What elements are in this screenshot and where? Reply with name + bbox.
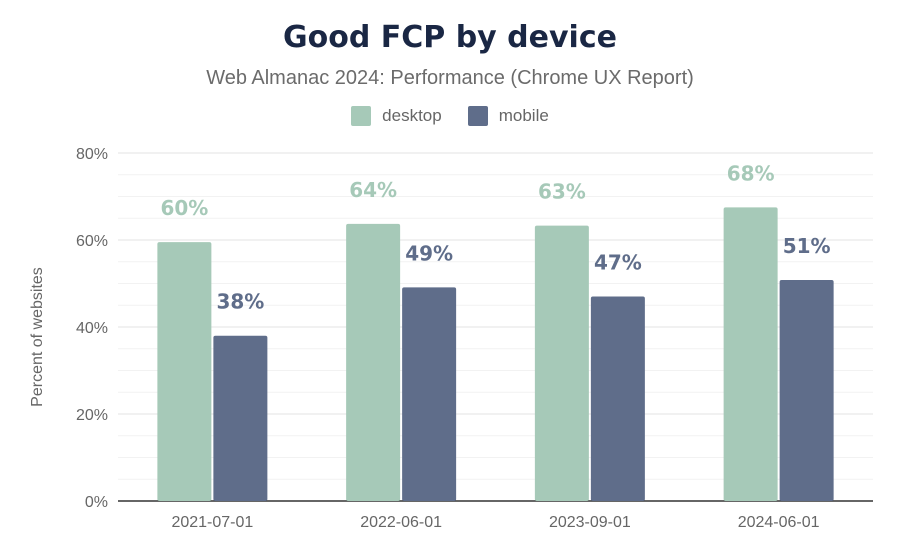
y-axis-title: Percent of websites <box>29 267 46 407</box>
bar-mobile <box>213 335 268 501</box>
data-label-mobile: 47% <box>594 251 642 275</box>
data-label-desktop: 60% <box>160 196 208 220</box>
legend-swatch-desktop <box>351 106 372 126</box>
x-tick-label: 2022-06-01 <box>360 514 442 531</box>
bar-desktop <box>346 223 401 501</box>
y-tick-label: 60% <box>76 233 108 250</box>
data-label-mobile: 51% <box>783 234 831 258</box>
y-tick-label: 80% <box>76 146 108 163</box>
bar-mobile <box>779 280 834 501</box>
data-label-mobile: 49% <box>405 241 453 265</box>
legend-item-mobile[interactable]: mobile <box>467 106 549 126</box>
data-label-desktop: 68% <box>727 161 775 185</box>
x-tick-label: 2021-07-01 <box>171 514 253 531</box>
bar-desktop <box>534 225 589 501</box>
y-tick-label: 40% <box>76 320 108 337</box>
x-tick-label: 2024-06-01 <box>738 514 820 531</box>
bar-desktop <box>157 242 212 502</box>
legend: desktop mobile <box>0 106 900 126</box>
y-tick-label: 20% <box>76 407 108 424</box>
bar-desktop <box>723 207 778 501</box>
data-label-desktop: 63% <box>538 180 586 204</box>
chart-subtitle: Web Almanac 2024: Performance (Chrome UX… <box>206 67 694 89</box>
x-tick-label: 2023-09-01 <box>549 514 631 531</box>
data-label-mobile: 38% <box>216 290 264 314</box>
legend-item-desktop[interactable]: desktop <box>351 106 442 126</box>
data-label-desktop: 64% <box>349 178 397 202</box>
legend-swatch-mobile <box>467 106 488 126</box>
chart-title: Good FCP by device <box>283 20 617 55</box>
legend-label-desktop: desktop <box>382 106 442 125</box>
y-tick-label: 0% <box>85 494 108 511</box>
bar-mobile <box>402 287 457 501</box>
bar-mobile <box>590 296 645 501</box>
legend-label-mobile: mobile <box>498 106 549 125</box>
